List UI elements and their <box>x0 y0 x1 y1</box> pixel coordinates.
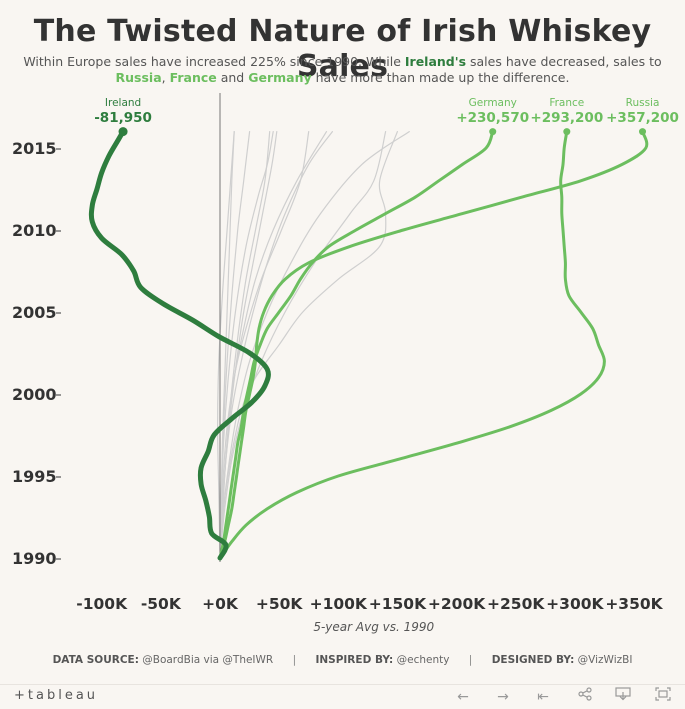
country-14-line[interactable] <box>219 131 235 559</box>
x-tick-label: +0K <box>202 595 239 613</box>
x-tick-label: +50K <box>256 595 304 613</box>
ireland-value-label: -81,950 <box>94 110 152 126</box>
ireland-end-point[interactable] <box>118 127 128 137</box>
country-6-line[interactable] <box>219 131 328 559</box>
subtitle-germany: Germany <box>248 70 312 85</box>
y-axis: 1990 1995 2000 2005 2010 2015 <box>12 139 61 568</box>
y-tick-label: 2005 <box>12 303 57 322</box>
subtitle-text: have more than made up the difference. <box>311 70 570 85</box>
inspired-label: INSPIRED BY: <box>315 654 394 666</box>
subtitle-france: France <box>169 70 217 85</box>
fullscreen-icon[interactable] <box>652 687 674 707</box>
other-countries-lines <box>217 131 410 559</box>
source-label: DATA SOURCE: <box>52 654 139 666</box>
france-value-label: +293,200 <box>530 110 603 126</box>
inspired-value[interactable]: @echenty <box>396 654 450 666</box>
designed-value[interactable]: @VizWizBI <box>577 654 633 666</box>
footer-divider: | <box>292 654 297 666</box>
download-icon[interactable] <box>612 687 634 707</box>
x-tick-label: +250K <box>487 595 545 613</box>
subtitle-russia: Russia <box>115 70 162 85</box>
ireland-series-label: Ireland <box>105 97 141 109</box>
subtitle-text: Within Europe sales have increased 225% … <box>23 54 405 69</box>
subtitle-text: and <box>216 70 249 85</box>
page-subtitle: Within Europe sales have increased 225% … <box>20 54 665 86</box>
reset-icon[interactable]: ⇤ <box>537 689 549 705</box>
source-value[interactable]: @BoardBia via @TheIWR <box>142 654 274 666</box>
france-line[interactable] <box>218 130 606 560</box>
footer-credits: DATA SOURCE: @BoardBia via @TheIWR | INS… <box>0 654 685 666</box>
russia-line[interactable] <box>218 130 649 560</box>
arrow-right-icon[interactable]: → <box>497 689 509 705</box>
designed-label: DESIGNED BY: <box>491 654 575 666</box>
y-tick-label: 2000 <box>12 385 57 404</box>
x-tick-label: +150K <box>369 595 427 613</box>
ireland-line-group <box>88 127 271 561</box>
country-10-line[interactable] <box>219 131 398 559</box>
x-tick-label: +300K <box>546 595 604 613</box>
footer-divider: | <box>468 654 473 666</box>
russia-end-point[interactable] <box>639 128 647 136</box>
tableau-toolbar: +tableau ← → ⇤ <box>0 684 685 709</box>
page-title: The Twisted Nature of Irish Whiskey Sale… <box>33 14 652 84</box>
russia-value-label: +357,200 <box>606 110 679 126</box>
highlight-lines <box>218 128 649 560</box>
country-15-line[interactable] <box>219 131 271 559</box>
y-tick-label: 1990 <box>12 549 57 568</box>
russia-series-label: Russia <box>626 97 660 109</box>
x-tick-label: -50K <box>141 595 182 613</box>
y-tick-label: 2010 <box>12 221 57 240</box>
subtitle-ireland: Ireland's <box>404 54 467 69</box>
x-tick-label: +100K <box>310 595 368 613</box>
y-tick-label: 2015 <box>12 139 57 158</box>
germany-value-label: +230,570 <box>456 110 529 126</box>
subtitle-text: sales have decreased, sales to <box>466 54 662 69</box>
country-9-line[interactable] <box>219 131 387 559</box>
subtitle-text: , <box>161 70 170 85</box>
sales-chart[interactable]: 1990 1995 2000 2005 2010 2015 -100K -50K +0K +50… <box>0 0 685 650</box>
share-icon[interactable] <box>574 687 596 707</box>
france-end-point[interactable] <box>563 128 571 136</box>
tableau-logo[interactable]: +tableau <box>14 688 99 703</box>
france-series-label: France <box>549 97 584 109</box>
ireland-line[interactable] <box>88 129 271 561</box>
y-tick-label: 1995 <box>12 467 57 486</box>
x-tick-label: +350K <box>605 595 663 613</box>
germany-series-label: Germany <box>469 97 517 109</box>
arrow-left-icon[interactable]: ← <box>457 689 469 705</box>
germany-end-point[interactable] <box>489 128 497 136</box>
x-axis: -100K -50K +0K +50K +100K +150K +200K +250K +300… <box>76 595 663 613</box>
x-axis-label: 5-year Avg vs. 1990 <box>313 620 434 634</box>
germany-line[interactable] <box>218 130 495 560</box>
x-tick-label: -100K <box>76 595 128 613</box>
x-tick-label: +200K <box>428 595 486 613</box>
series-labels: Ireland-81,950 Germany+230,570 France+293,… <box>94 97 679 126</box>
